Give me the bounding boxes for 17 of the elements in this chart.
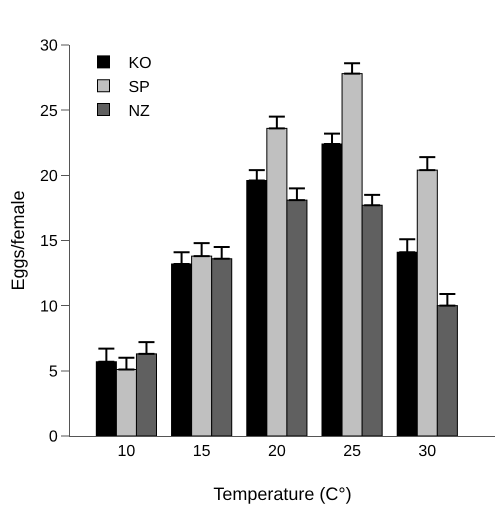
y-tick-label: 0: [48, 428, 58, 446]
x-tick-label: 20: [268, 443, 286, 460]
y-axis-title: Eggs/female: [8, 190, 28, 291]
y-tick-label: 5: [48, 363, 58, 380]
x-tick-label: 30: [418, 443, 436, 460]
y-tick-label: 20: [40, 168, 58, 185]
x-tick-label: 10: [118, 443, 136, 460]
x-tick-label: 25: [343, 443, 362, 460]
legend-label: KO: [128, 55, 152, 72]
legend-label: NZ: [128, 102, 150, 120]
y-tick-label: 10: [40, 298, 58, 316]
y-tick-label: 15: [40, 233, 58, 250]
legend-label: SP: [128, 78, 150, 96]
x-axis-title: Temperature (C°): [213, 484, 352, 504]
x-tick-label: 15: [192, 443, 211, 460]
y-tick-label: 25: [40, 102, 58, 120]
y-tick-label: 30: [40, 38, 58, 55]
